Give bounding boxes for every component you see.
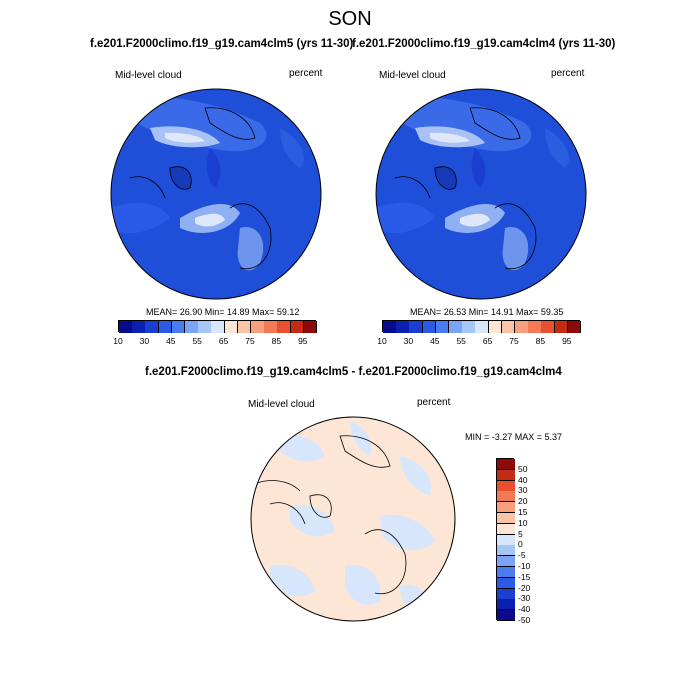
colorbar-left bbox=[118, 320, 318, 333]
colorbar-tick-label: -15 bbox=[518, 571, 531, 582]
colorbar-swatch bbox=[449, 321, 463, 333]
panel-right-units: percent bbox=[551, 68, 585, 79]
colorbar-left-labels: 10 30 45 55 65 75 85 95 bbox=[113, 336, 316, 348]
colorbar-tick-label: 75 bbox=[509, 336, 519, 346]
panel-right-stats: MEAN= 26.53 Min= 14.91 Max= 59.35 bbox=[410, 307, 564, 317]
colorbar-swatch bbox=[497, 534, 515, 546]
panel-left-stats: MEAN= 26.90 Min= 14.89 Max= 59.12 bbox=[146, 307, 300, 317]
colorbar-swatch bbox=[554, 321, 569, 333]
colorbar-swatch bbox=[497, 513, 515, 525]
colorbar-swatch bbox=[277, 321, 291, 333]
colorbar-tick-label: 95 bbox=[298, 336, 308, 346]
colorbar-tick-label: 75 bbox=[245, 336, 255, 346]
colorbar-swatch bbox=[145, 321, 159, 333]
colorbar-tick-label: 15 bbox=[518, 507, 528, 517]
colorbar-swatch bbox=[462, 321, 476, 333]
colorbar-right bbox=[382, 320, 582, 333]
colorbar-swatch bbox=[497, 556, 515, 568]
colorbar-swatch bbox=[435, 321, 450, 333]
colorbar-tick-label: 65 bbox=[482, 336, 493, 346]
colorbar-tick-label: 20 bbox=[518, 496, 528, 507]
colorbar-right-labels: 10 30 45 55 65 75 85 95 bbox=[377, 336, 580, 348]
colorbar-swatch bbox=[497, 588, 515, 600]
colorbar-swatch bbox=[303, 321, 318, 333]
colorbar-tick-label: -50 bbox=[518, 615, 531, 625]
colorbar-tick-label: -10 bbox=[518, 561, 531, 571]
diff-panel-variable: Mid-level cloud bbox=[248, 399, 315, 410]
colorbar-swatch bbox=[158, 321, 173, 333]
colorbar-tick-label: 40 bbox=[518, 474, 528, 485]
colorbar-tick-label: -30 bbox=[518, 593, 531, 604]
colorbar-swatch bbox=[497, 469, 515, 481]
colorbar-swatch bbox=[185, 321, 199, 333]
colorbar-tick-label: 30 bbox=[518, 485, 528, 496]
colorbar-tick-label: 65 bbox=[218, 336, 229, 346]
diff-panel-units: percent bbox=[417, 397, 451, 408]
colorbar-swatch bbox=[251, 321, 265, 333]
colorbar-tick-label: 30 bbox=[403, 336, 414, 346]
diff-panel-stats: MIN = -3.27 MAX = 5.37 bbox=[465, 432, 563, 442]
colorbar-tick-label: 85 bbox=[271, 336, 282, 346]
colorbar-swatch bbox=[132, 321, 146, 333]
colorbar-swatch bbox=[383, 321, 397, 333]
colorbar-tick-label: 45 bbox=[166, 336, 176, 346]
colorbar-tick-label: 55 bbox=[456, 336, 466, 346]
colorbar-swatch bbox=[290, 321, 305, 333]
colorbar-swatch bbox=[497, 502, 515, 514]
colorbar-swatch bbox=[497, 491, 515, 503]
colorbar-swatch bbox=[541, 321, 555, 333]
panel-left-units: percent bbox=[289, 68, 323, 79]
colorbar-swatch bbox=[422, 321, 437, 333]
colorbar-tick-label: 85 bbox=[535, 336, 546, 346]
panel-right-title: f.e201.F2000climo.f19_g19.cam4clm4 (yrs … bbox=[352, 38, 616, 50]
colorbar-swatch bbox=[237, 321, 252, 333]
colorbar-tick-label: -5 bbox=[518, 550, 526, 561]
colorbar-swatch bbox=[497, 567, 515, 579]
panel-left-title: f.e201.F2000climo.f19_g19.cam4clm5 (yrs … bbox=[90, 38, 354, 50]
diff-panel-title: f.e201.F2000climo.f19_g19.cam4clm5 - f.e… bbox=[145, 366, 562, 378]
colorbar-swatch bbox=[501, 321, 516, 333]
colorbar-tick-label: 55 bbox=[192, 336, 202, 346]
colorbar-tick-label: 95 bbox=[562, 336, 572, 346]
colorbar-tick-label: 0 bbox=[518, 539, 523, 550]
colorbar-swatch bbox=[211, 321, 225, 333]
colorbar-swatch bbox=[497, 545, 515, 557]
colorbar-swatch bbox=[171, 321, 186, 333]
colorbar-diff bbox=[496, 458, 515, 622]
colorbar-tick-label: 30 bbox=[139, 336, 150, 346]
colorbar-swatch bbox=[528, 321, 542, 333]
colorbar-swatch bbox=[198, 321, 212, 333]
colorbar-diff-labels: 50 40 30 20 15 10 5 0 -5 -10 -15 -20 -30 -40 -50 bbox=[518, 458, 548, 625]
colorbar-swatch bbox=[409, 321, 423, 333]
colorbar-swatch bbox=[488, 321, 503, 333]
colorbar-swatch bbox=[264, 321, 278, 333]
colorbar-swatch bbox=[475, 321, 489, 333]
map-left bbox=[110, 88, 322, 300]
colorbar-swatch bbox=[497, 480, 515, 492]
colorbar-tick-label: -20 bbox=[518, 582, 531, 593]
colorbar-tick-label: 10 bbox=[377, 336, 387, 346]
map-diff bbox=[250, 416, 456, 622]
colorbar-swatch bbox=[119, 321, 133, 333]
colorbar-tick-label: 45 bbox=[430, 336, 440, 346]
colorbar-tick-label: 50 bbox=[518, 463, 528, 474]
colorbar-tick-label: 10 bbox=[518, 517, 528, 528]
panel-right-variable: Mid-level cloud bbox=[379, 70, 446, 81]
colorbar-swatch bbox=[224, 321, 239, 333]
colorbar-swatch bbox=[497, 459, 515, 471]
colorbar-swatch bbox=[497, 599, 515, 611]
colorbar-swatch bbox=[497, 610, 515, 622]
colorbar-swatch bbox=[515, 321, 529, 333]
figure-title: SON bbox=[328, 8, 372, 30]
colorbar-swatch bbox=[396, 321, 410, 333]
colorbar-swatch bbox=[567, 321, 582, 333]
panel-left-variable: Mid-level cloud bbox=[115, 70, 182, 81]
colorbar-tick-label: 10 bbox=[113, 336, 123, 346]
map-right bbox=[375, 88, 587, 300]
colorbar-tick-label: 5 bbox=[518, 528, 523, 539]
colorbar-swatch bbox=[497, 523, 515, 535]
colorbar-tick-label: -40 bbox=[518, 604, 531, 615]
colorbar-swatch bbox=[497, 577, 515, 589]
